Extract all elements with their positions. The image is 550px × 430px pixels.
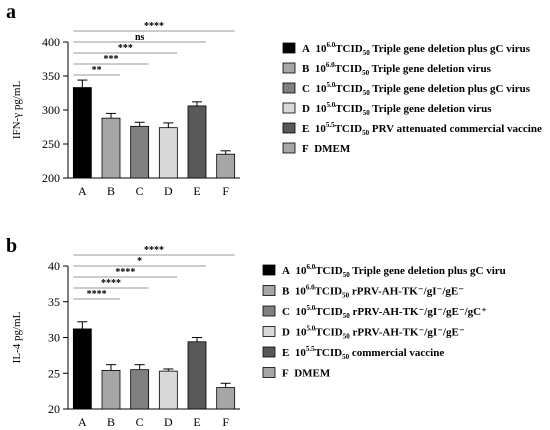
legend-entry-D: D 105.0TCID50 rPRV-AH-TK⁻/gI⁻/gE⁻ <box>282 325 465 341</box>
x-tick-label-C: C <box>136 415 144 429</box>
x-tick-label-F: F <box>222 415 229 429</box>
significance-label: * <box>137 256 142 267</box>
bar-B <box>101 117 121 179</box>
legend-swatch-D <box>262 326 276 337</box>
legend-swatch-F <box>262 367 276 378</box>
x-tick-label-F: F <box>222 184 229 198</box>
y-tick-label: 350 <box>42 69 60 83</box>
significance-label: *** <box>104 54 119 65</box>
y-axis-label: IL-4 pg/mL <box>11 311 23 363</box>
legend-swatch-C <box>262 305 276 317</box>
x-tick-label-E: E <box>193 184 200 198</box>
x-tick-label-D: D <box>164 415 173 429</box>
bar-B <box>101 369 121 410</box>
y-tick-label: 20 <box>48 402 60 416</box>
legend-swatch-C <box>282 82 296 94</box>
significance-label: ns <box>135 32 145 43</box>
x-tick-label-A: A <box>78 184 87 198</box>
significance-label: **** <box>87 289 107 300</box>
bar-A <box>72 87 92 179</box>
y-tick-label: 400 <box>42 35 60 49</box>
bar-C <box>130 369 150 410</box>
y-tick-label: 30 <box>48 331 60 345</box>
significance-label: *** <box>118 43 133 54</box>
bar-F <box>216 153 236 179</box>
legend-swatch-E <box>262 346 276 358</box>
y-tick-label: 250 <box>42 137 60 151</box>
y-tick-label: 200 <box>42 171 60 185</box>
legend-entry-E: E 105.5TCID50 PRV attenuated commercial … <box>302 121 542 137</box>
x-tick-label-B: B <box>107 415 115 429</box>
bar-C <box>130 125 150 179</box>
legend-entry-B: B 106.0TCID50 Triple gene deletion virus <box>302 61 492 77</box>
legend-swatch-F <box>282 142 296 154</box>
legend-entry-C: C 105.0TCID50 rPRV-AH-TK⁻/gI⁻/gE⁻/gC⁺ <box>282 304 487 320</box>
x-tick-label-C: C <box>136 184 144 198</box>
y-axis-label: IFN-γ pg/mL <box>11 81 23 140</box>
y-tick-label: 35 <box>48 295 60 309</box>
legend-entry-F: F DMEM <box>302 143 351 155</box>
legend-swatch-A <box>262 264 276 276</box>
panel-label: a <box>6 1 16 23</box>
x-tick-label-D: D <box>164 184 173 198</box>
legend-entry-D: D 105.0TCID50 Triple gene deletion virus <box>302 101 492 117</box>
legend-swatch-B <box>282 62 296 74</box>
significance-label: **** <box>144 21 164 32</box>
bar-E <box>187 341 207 410</box>
legend-entry-F: F DMEM <box>282 368 331 380</box>
panel-label: b <box>6 235 17 257</box>
bar-D <box>158 127 178 179</box>
bar-F <box>216 387 236 410</box>
x-tick-label-E: E <box>193 415 200 429</box>
legend-entry-E: E 105.5TCID50 commercial vaccine <box>282 345 444 361</box>
significance-label: **** <box>115 267 135 278</box>
bar-E <box>187 105 207 179</box>
bar-A <box>72 328 92 410</box>
x-tick-label-B: B <box>107 184 115 198</box>
bar-D <box>158 370 178 410</box>
legend-swatch-E <box>282 122 296 134</box>
x-tick-label-A: A <box>78 415 87 429</box>
y-tick-label: 300 <box>42 103 60 117</box>
legend-entry-C: C 105.0TCID50 Triple gene deletion plus … <box>302 81 531 97</box>
legend-swatch-D <box>282 102 296 114</box>
significance-label: **** <box>144 245 164 256</box>
y-tick-label: 25 <box>48 366 60 380</box>
significance-label: ** <box>92 65 102 76</box>
legend-swatch-A <box>282 42 296 54</box>
legend-entry-B: B 106.0TCID50 rPRV-AH-TK⁻/gI⁻/gE⁻ <box>282 284 464 300</box>
y-tick-label: 40 <box>48 259 60 273</box>
significance-label: **** <box>101 278 121 289</box>
legend-entry-A: A 106.0TCID50 Triple gene deletion plus … <box>282 263 506 279</box>
legend-swatch-B <box>262 285 276 296</box>
legend-entry-A: A 106.0TCID50 Triple gene deletion plus … <box>302 41 531 57</box>
